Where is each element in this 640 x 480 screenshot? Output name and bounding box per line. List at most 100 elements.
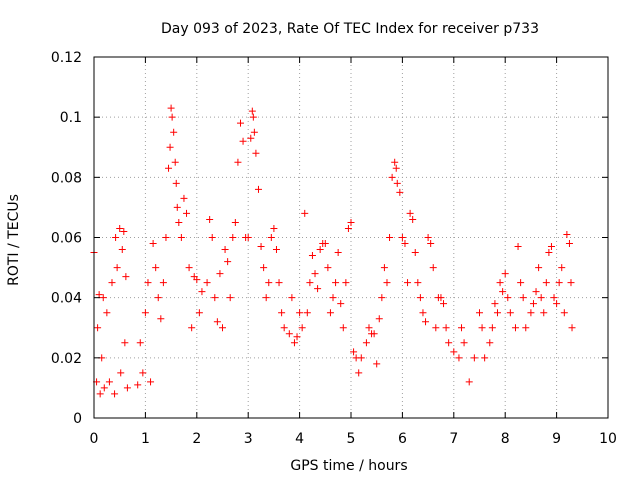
data-point <box>419 309 427 317</box>
data-point <box>152 264 160 272</box>
data-point <box>496 279 504 287</box>
y-axis-label: ROTI / TECUs <box>6 194 22 286</box>
data-point <box>339 324 347 332</box>
data-point <box>411 249 419 257</box>
data-point <box>113 264 121 272</box>
data-point <box>311 270 319 278</box>
data-point <box>117 369 125 377</box>
data-point <box>501 270 509 278</box>
data-point <box>139 369 147 377</box>
data-point <box>224 258 232 266</box>
data-point <box>332 279 340 287</box>
data-point <box>563 230 571 238</box>
data-point <box>504 294 512 302</box>
data-points <box>90 104 576 398</box>
data-point <box>406 209 414 217</box>
data-point <box>476 309 483 317</box>
data-point <box>213 318 221 326</box>
data-point <box>171 158 179 166</box>
data-point <box>248 107 256 115</box>
data-point <box>481 354 489 362</box>
data-point <box>455 354 463 362</box>
data-point <box>216 270 224 278</box>
data-point <box>270 224 278 232</box>
data-point <box>154 294 162 302</box>
x-tick-label: 10 <box>599 431 617 447</box>
data-point <box>535 264 543 272</box>
data-point <box>383 279 391 287</box>
data-point <box>123 384 131 392</box>
data-point <box>111 390 119 398</box>
data-point <box>442 324 450 332</box>
data-point <box>221 246 229 254</box>
data-point <box>170 128 178 136</box>
data-point <box>334 249 342 257</box>
data-point <box>159 279 167 287</box>
data-point <box>116 224 124 232</box>
data-point <box>285 330 293 338</box>
data-point <box>314 285 322 293</box>
data-point <box>211 294 219 302</box>
data-point <box>388 173 396 181</box>
data-point <box>183 209 191 217</box>
data-point <box>514 243 522 251</box>
data-point <box>99 294 107 302</box>
data-point <box>386 234 394 241</box>
y-tick-label: 0.12 <box>51 50 82 66</box>
data-point <box>445 339 453 347</box>
data-point <box>265 279 273 287</box>
data-point <box>249 113 257 121</box>
y-tick-label: 0.06 <box>51 231 82 247</box>
data-point <box>198 288 206 296</box>
data-point <box>226 294 234 302</box>
data-point <box>195 309 203 317</box>
data-point <box>296 309 304 317</box>
data-point <box>188 324 196 332</box>
data-point <box>167 104 175 112</box>
data-point <box>316 246 324 254</box>
y-tick-label: 0 <box>73 411 82 427</box>
data-point <box>488 324 496 332</box>
data-point <box>206 215 214 223</box>
x-tick-label: 1 <box>141 431 150 447</box>
data-point <box>257 243 265 251</box>
data-point <box>173 203 181 211</box>
data-point <box>547 243 555 251</box>
data-point <box>321 240 329 248</box>
data-point <box>506 309 514 317</box>
data-point <box>527 309 535 317</box>
data-point <box>108 279 116 287</box>
data-point <box>275 279 283 287</box>
x-tick-label: 0 <box>90 431 99 447</box>
data-point <box>267 234 275 241</box>
data-point <box>272 246 280 254</box>
x-tick-label: 3 <box>244 431 253 447</box>
data-point <box>553 300 561 308</box>
x-tick-label: 4 <box>295 431 304 447</box>
data-point <box>122 273 130 281</box>
data-point <box>288 294 296 302</box>
data-point <box>424 234 432 241</box>
data-point <box>234 158 242 166</box>
data-point <box>229 234 237 241</box>
data-point <box>96 390 104 398</box>
data-point <box>470 354 478 362</box>
data-point <box>416 294 424 302</box>
data-point <box>120 227 128 235</box>
data-point <box>112 234 120 241</box>
data-point <box>147 378 155 386</box>
data-point <box>203 279 211 287</box>
data-point <box>491 300 499 308</box>
data-point <box>375 315 383 323</box>
data-point <box>193 276 201 284</box>
data-point <box>157 315 165 323</box>
data-point <box>141 309 149 317</box>
x-axis-label: GPS time / hours <box>290 458 407 474</box>
data-point <box>208 234 216 241</box>
data-point <box>422 318 430 326</box>
data-point <box>262 294 270 302</box>
data-point <box>329 294 337 302</box>
x-tick-label: 5 <box>347 431 356 447</box>
data-point <box>105 378 113 386</box>
data-point <box>290 339 298 347</box>
